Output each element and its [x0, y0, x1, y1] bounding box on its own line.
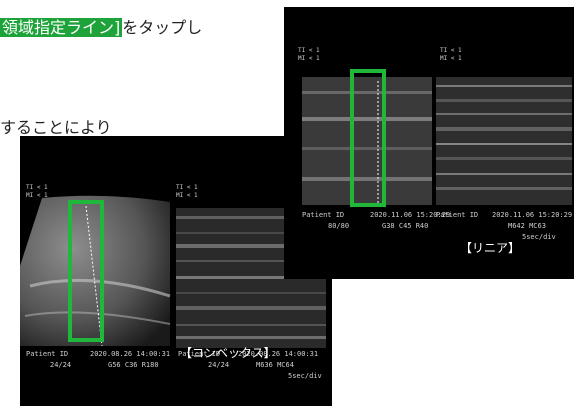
mi-right: MI < 1: [176, 192, 198, 199]
linear-label: 【リニア】: [460, 241, 521, 255]
ti-left: TI < 1: [26, 184, 48, 191]
datetime-left: 2020.11.06 15:20:29: [370, 211, 451, 219]
convex-label: 【コンベックス】: [180, 346, 276, 360]
params-right: M636 MC64: [256, 361, 294, 369]
mi-left: MI < 1: [26, 192, 48, 199]
frames-left: 24/24: [50, 361, 72, 369]
instruction-text: をタップし: [122, 18, 203, 37]
datetime-right: 2020.11.06 15:20:29: [492, 211, 573, 219]
frames-right: 24/24: [208, 361, 230, 369]
ti-right: TI < 1: [440, 47, 462, 54]
speed-label: 5sec/div: [522, 233, 556, 241]
region-designation-box[interactable]: [68, 200, 104, 342]
params-left: G38 C45 R40: [382, 222, 429, 230]
datetime-left: 2020.08.26 14:00:31: [90, 350, 171, 358]
patient-id-left: Patient ID: [302, 211, 345, 219]
instruction-line-2: することにより: [0, 118, 112, 137]
frames-left: 80/80: [328, 222, 350, 230]
region-designation-box[interactable]: [350, 69, 386, 207]
mi-right: MI < 1: [440, 55, 462, 62]
mi-left: MI < 1: [298, 55, 320, 62]
speed-label: 5sec/div: [288, 372, 322, 380]
ti-left: TI < 1: [298, 47, 320, 54]
params-left: G56 C36 R180: [108, 361, 159, 369]
region-line-highlight: 領域指定ライン]: [0, 18, 123, 37]
instruction-line-1: 領域指定ライン] をタップし: [0, 14, 202, 38]
patient-id-right: Patient ID: [436, 211, 479, 219]
datetime-right: 2020.08.26 14:00:31: [238, 350, 319, 358]
convex-ultrasound-image: [20, 195, 326, 348]
patient-id-right: Patient ID: [178, 350, 221, 358]
ti-right: TI < 1: [176, 184, 198, 191]
linear-ultrasound-image: [302, 77, 572, 205]
convex-screen: TI < 1 MI < 1 TI < 1 MI < 1 Pat: [20, 136, 332, 406]
patient-id-left: Patient ID: [26, 350, 69, 358]
linear-screen: TI < 1 MI < 1 TI < 1 MI < 1 Patient ID 2…: [284, 7, 574, 279]
params-right: M642 MC63: [508, 222, 546, 230]
